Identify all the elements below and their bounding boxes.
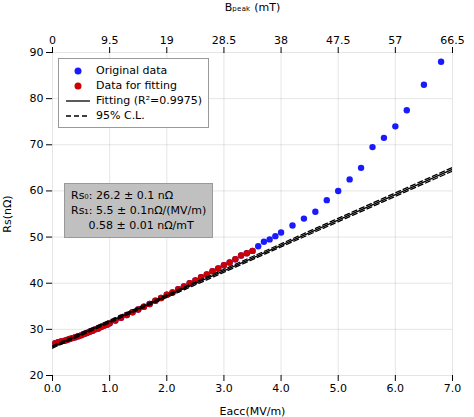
html-text:Fitting (R²=0.9975): Fitting (R²=0.9975) <box>96 94 203 107</box>
svg-text:38: 38 <box>274 34 288 47</box>
svg-text:0: 0 <box>49 34 56 47</box>
svg-text:Rs(nΩ): Rs(nΩ) <box>1 195 14 232</box>
html-text:Rs₀: 26.2 ± 0.1 nΩ Rs₁: 5.5 ±: Rs₀: 26.2 ± 0.1 nΩ Rs₁: 5.5 ± 0.1nΩ/(MV/… <box>71 188 207 232</box>
svg-text:0.0: 0.0 <box>44 382 62 395</box>
svg-text:Bₚₑₐₖ (mT): Bₚₑₐₖ (mT) <box>225 1 280 14</box>
svg-text:7.0: 7.0 <box>444 382 462 395</box>
svg-text:19: 19 <box>160 34 174 47</box>
html-text:Original data: Original data <box>96 64 168 77</box>
svg-text:1.0: 1.0 <box>101 382 119 395</box>
svg-text:47.5: 47.5 <box>326 34 351 47</box>
html-text:95% C.L.: 95% C.L. <box>96 109 145 122</box>
svg-text:6.0: 6.0 <box>387 382 405 395</box>
svg-text:40: 40 <box>30 277 44 290</box>
svg-text:57: 57 <box>388 34 402 47</box>
svg-text:Eacc(MV/m): Eacc(MV/m) <box>220 405 286 417</box>
svg-text:66.5: 66.5 <box>440 34 465 47</box>
svg-text:3.0: 3.0 <box>215 382 233 395</box>
svg-text:50: 50 <box>30 231 44 244</box>
svg-text:30: 30 <box>30 323 44 336</box>
svg-text:70: 70 <box>30 138 44 151</box>
svg-text:90: 90 <box>30 46 44 59</box>
svg-text:28.5: 28.5 <box>212 34 237 47</box>
html-text:Data for fitting: Data for fitting <box>96 79 177 92</box>
svg-text:9.5: 9.5 <box>101 34 119 47</box>
svg-text:4.0: 4.0 <box>272 382 290 395</box>
svg-text:5.0: 5.0 <box>329 382 347 395</box>
svg-text:20: 20 <box>30 369 44 382</box>
svg-text:2.0: 2.0 <box>158 382 176 395</box>
svg-text:80: 80 <box>30 92 44 105</box>
svg-text:60: 60 <box>30 184 44 197</box>
